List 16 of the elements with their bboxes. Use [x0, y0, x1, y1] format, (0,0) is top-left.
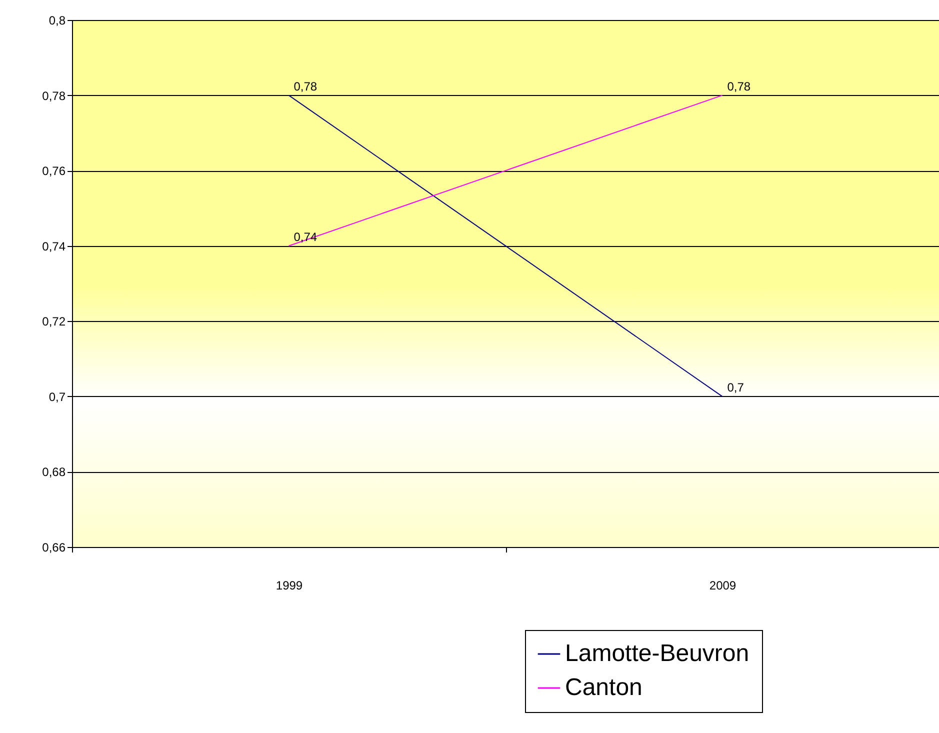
- y-tick-label: 0,7: [48, 390, 66, 404]
- data-label: 0,74: [294, 230, 318, 244]
- data-label: 0,78: [294, 79, 318, 94]
- data-label: 0,78: [727, 79, 751, 94]
- legend-label: Lamotte-Beuvron: [565, 640, 750, 667]
- x-tick-label: 1999: [276, 578, 303, 592]
- y-tick-label: 0,68: [42, 465, 66, 480]
- y-tick-label: 0,74: [42, 239, 66, 254]
- x-tick-label: 2009: [709, 578, 736, 592]
- data-label: 0,7: [727, 380, 744, 394]
- y-tick-label: 0,76: [42, 164, 66, 178]
- y-tick-label: 0,78: [42, 88, 66, 103]
- y-tick-label: 0,72: [42, 314, 66, 329]
- legend-label: Canton: [565, 674, 642, 701]
- y-tick-label: 0,8: [48, 14, 66, 28]
- y-tick-label: 0,66: [42, 540, 66, 554]
